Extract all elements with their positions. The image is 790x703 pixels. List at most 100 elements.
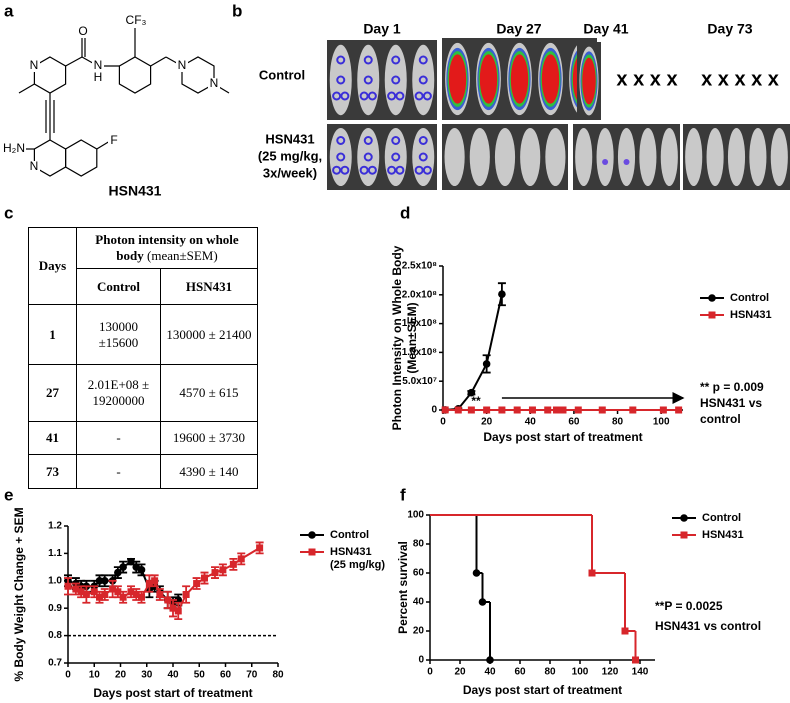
y-tick-label: 2.5x10⁸ xyxy=(402,261,438,272)
marker xyxy=(256,544,264,552)
y-axis-label: (Mean±SEM) xyxy=(405,302,419,373)
marker xyxy=(109,585,117,593)
marker xyxy=(119,563,127,571)
marker xyxy=(544,406,552,414)
signal xyxy=(391,55,401,65)
mouse xyxy=(685,127,703,187)
header-col: HSN431 xyxy=(160,268,258,305)
marker xyxy=(472,569,481,577)
marker xyxy=(708,294,716,302)
marker xyxy=(237,555,245,563)
atom-label: H₂N xyxy=(3,141,25,155)
signal xyxy=(363,136,373,145)
signal xyxy=(479,54,498,104)
signal xyxy=(418,55,428,65)
mouse xyxy=(706,127,724,187)
x-tick-label: 20 xyxy=(115,670,127,681)
marker xyxy=(498,406,506,414)
marker xyxy=(156,591,164,598)
atom-label: O xyxy=(78,24,87,38)
marker xyxy=(64,582,72,590)
deceased-marks: x x x x x xyxy=(701,68,779,90)
x-tick-label: 40 xyxy=(484,667,496,678)
mouse xyxy=(749,127,767,187)
x-tick-label: 20 xyxy=(481,417,493,428)
marker xyxy=(680,531,688,539)
x-tick-label: 60 xyxy=(568,417,580,428)
signal xyxy=(336,152,346,162)
y-tick-label: 1.1 xyxy=(48,548,62,559)
marker xyxy=(72,585,80,593)
signal xyxy=(510,54,529,104)
signal xyxy=(541,54,560,104)
compound-name: HSN431 xyxy=(109,183,162,199)
signal xyxy=(418,136,428,145)
legend-label: Control xyxy=(702,512,741,524)
x-axis-label: Days post start of treatment xyxy=(483,430,642,444)
atom-backgrounds xyxy=(3,14,220,173)
y-tick-label: 100 xyxy=(407,510,424,521)
marker xyxy=(467,406,475,414)
marker xyxy=(101,591,109,598)
x-tick-label: 0 xyxy=(65,670,71,681)
y-axis-label: Photon Intensity on Whole Body xyxy=(390,245,404,430)
signal xyxy=(340,165,350,175)
atom-label: N xyxy=(210,76,219,90)
cell: 4570 ± 615 xyxy=(160,364,258,422)
signal xyxy=(623,159,630,165)
x-tick-label: 0 xyxy=(440,417,446,428)
x-tick-label: 140 xyxy=(632,667,649,678)
atom-label: F xyxy=(110,133,117,147)
marker xyxy=(169,604,177,612)
marker xyxy=(588,569,596,577)
mouse xyxy=(660,127,678,187)
annotation: ** p = 0.009 xyxy=(700,380,764,394)
signal xyxy=(336,75,346,85)
panel-label: e xyxy=(4,485,13,504)
annotation: HSN431 vs xyxy=(700,396,762,410)
panel-label: c xyxy=(4,203,13,222)
marker xyxy=(211,569,219,577)
y-tick-label: 1.2 xyxy=(48,521,62,532)
signal xyxy=(363,152,373,162)
signal xyxy=(418,152,428,162)
signal xyxy=(422,91,432,101)
legend-label: HSN431 xyxy=(730,309,772,321)
signal xyxy=(418,75,428,85)
mouse xyxy=(617,127,636,187)
marker xyxy=(513,406,521,414)
annotation: **P = 0.0025 xyxy=(655,599,723,613)
group-label: 3x/week) xyxy=(263,165,317,180)
measure: Photon intensity on whole body xyxy=(95,232,239,263)
cell: - xyxy=(76,421,161,455)
atom-label: H xyxy=(94,70,103,84)
signal xyxy=(367,91,377,101)
x-tick-label: 50 xyxy=(194,670,206,681)
cell: 130000 ±15600 xyxy=(76,304,161,365)
panel-label: b xyxy=(232,1,242,20)
marker xyxy=(675,406,683,414)
marker xyxy=(174,607,182,615)
marker xyxy=(483,406,491,414)
x-tick-label: 80 xyxy=(612,417,624,428)
atom-label: CF₃ xyxy=(126,13,147,27)
annotation: control xyxy=(700,412,741,426)
marker xyxy=(454,406,462,414)
mouse xyxy=(412,44,435,116)
mouse xyxy=(329,127,352,187)
marker xyxy=(229,560,237,568)
atom-label: N xyxy=(30,159,39,173)
marker xyxy=(114,568,122,577)
cell: 41 xyxy=(28,421,77,455)
signal xyxy=(367,165,377,175)
marker xyxy=(114,588,122,596)
x-tick-label: 60 xyxy=(514,667,526,678)
cell: - xyxy=(76,454,161,489)
deceased-marks: x x x x xyxy=(616,68,677,90)
marker xyxy=(151,577,159,585)
marker xyxy=(164,596,172,604)
cell: 1 xyxy=(28,304,77,365)
atom-label: N xyxy=(94,58,103,72)
legend-label: Control xyxy=(730,292,769,304)
